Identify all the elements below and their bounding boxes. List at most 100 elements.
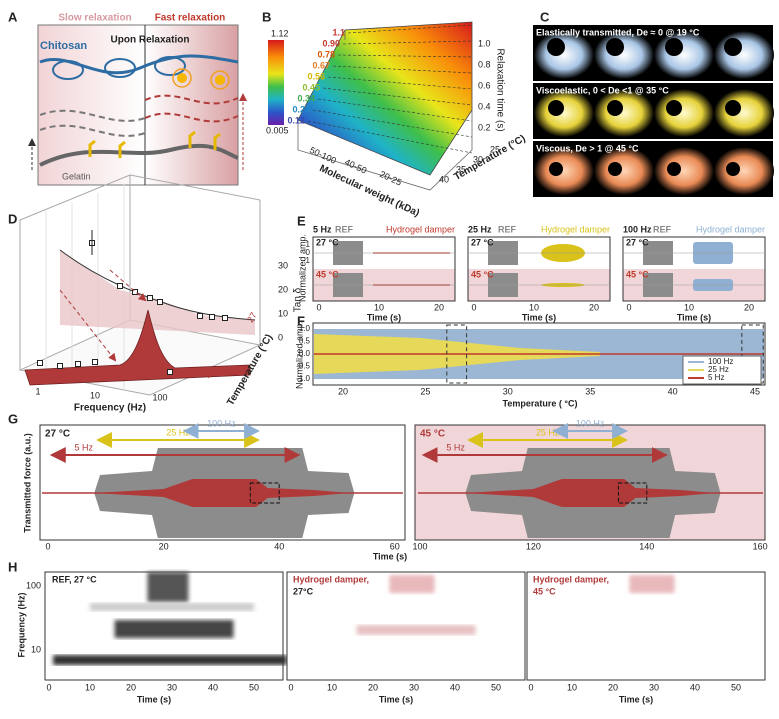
x-tick-label: 50 (491, 682, 501, 692)
point (37, 360, 43, 366)
contour (307, 120, 473, 154)
frame (622, 236, 766, 302)
y-tick-label: 0 (306, 248, 311, 257)
z-tick-label: 1.0 (478, 38, 491, 48)
label: Gelatin (62, 171, 91, 181)
contour-label: 0.34 (297, 93, 315, 103)
contour (312, 109, 473, 138)
droplet (667, 162, 681, 176)
x-tick-label: 20 (126, 682, 136, 692)
temp-label: 45 °C (471, 269, 494, 279)
panel-letter: G (8, 411, 18, 426)
x-tick-label: 0 (45, 541, 50, 551)
droplet (547, 38, 565, 56)
temp-label: 27 °C (45, 429, 70, 440)
spectral-band (629, 575, 675, 593)
x-tick-label: 30 (167, 682, 177, 692)
z-tick-label: 0.2 (478, 122, 491, 132)
label: Fast relaxation (155, 13, 226, 24)
label: 1.12 (271, 28, 289, 38)
highlight (617, 482, 648, 504)
damper-label: Hydrogel damper (386, 224, 455, 234)
freq-label: 100 Hz (576, 418, 605, 428)
contour (317, 98, 473, 122)
panel-letter: A (8, 9, 18, 24)
x-tick-label: 10 (85, 682, 95, 692)
x-tick-label: 30 (409, 682, 419, 692)
damped-envelope (465, 479, 715, 507)
z-tick-label: 20 (278, 284, 288, 294)
link (188, 130, 196, 148)
point (57, 363, 63, 369)
x-tick-label: 20 (368, 682, 378, 692)
freq-label: 5 Hz (446, 442, 465, 452)
bond (177, 73, 187, 83)
x-tick-label: 40 (690, 682, 700, 692)
freq-label: 25 Hz (536, 427, 560, 437)
contour (337, 54, 473, 58)
temp-label: 45 °C (316, 269, 339, 279)
frame (37, 24, 239, 186)
arrow (109, 269, 147, 302)
point (197, 313, 203, 319)
bond (210, 70, 230, 90)
row-caption: Viscous, De > 1 @ 45 °C (536, 143, 639, 153)
x-tick-label: 40 (668, 386, 678, 396)
y-axis-label: Normalized amp. (294, 321, 304, 389)
panel-title: 27°C (293, 586, 314, 596)
freq-label: 100 Hz (207, 418, 236, 428)
x-tick-label: 40 (274, 541, 284, 551)
x-tick-label: 10 (684, 302, 694, 312)
freq-label: 100 Hz (623, 224, 652, 234)
spectral-band (356, 625, 476, 635)
frame (467, 236, 611, 302)
temp-label: 27 °C (471, 237, 494, 247)
x-axis-label: Frequency (Hz) (74, 403, 146, 414)
arrow (59, 289, 117, 362)
spectral-band (53, 655, 287, 665)
x-axis-label: Time (s) (379, 694, 413, 704)
x-tick-label: 10 (90, 390, 100, 400)
chain (144, 94, 239, 105)
point (132, 289, 138, 295)
panel-letter: D (8, 211, 17, 226)
x-tick-label: 40 (450, 682, 460, 692)
panel-title: Hydrogel damper, (293, 574, 369, 584)
highlight (249, 482, 280, 504)
z-tick-label: 30 (278, 260, 288, 270)
contour-label: 0.45 (302, 82, 320, 92)
y-tick-label: 0.0 (299, 349, 311, 358)
y-tick-label: 45 (203, 367, 217, 381)
panel-letter: F (297, 313, 305, 328)
contour-label: 0.67 (312, 60, 330, 70)
panel-title: REF, 27 °C (52, 574, 97, 584)
x-tick-label: 1 (35, 386, 40, 396)
x-tick-label: 10 (327, 682, 337, 692)
temp-label: 27 °C (316, 237, 339, 247)
curve (59, 249, 256, 321)
label: Slow relaxation (58, 13, 131, 24)
x-tick-label: 0 (46, 682, 51, 692)
point (167, 369, 173, 375)
x-tick-label: 20 (434, 302, 444, 312)
label: Upon Relaxation (111, 35, 190, 46)
z-tick-label: 0 (278, 332, 283, 342)
droplet (726, 162, 740, 176)
x-tick-label: 25 (420, 386, 430, 396)
panel-title: Hydrogel damper, (533, 574, 609, 584)
gelatin-chain (39, 143, 239, 167)
contour (327, 76, 473, 90)
y-tick-label: -1.0 (296, 374, 310, 383)
row-caption: Elastically transmitted, De ≈ 0 @ 19 °C (536, 27, 700, 37)
link (88, 139, 96, 157)
x-tick-label: 100 (412, 541, 427, 551)
ref-label: REF (653, 224, 672, 234)
droplet (606, 38, 624, 56)
x-tick-label: 50 (731, 682, 741, 692)
contour (342, 40, 473, 45)
glow (534, 147, 594, 195)
freq-label: 25 Hz (166, 427, 190, 437)
spectral-band (90, 603, 254, 611)
glow (534, 89, 594, 137)
curve-fill (60, 250, 255, 335)
